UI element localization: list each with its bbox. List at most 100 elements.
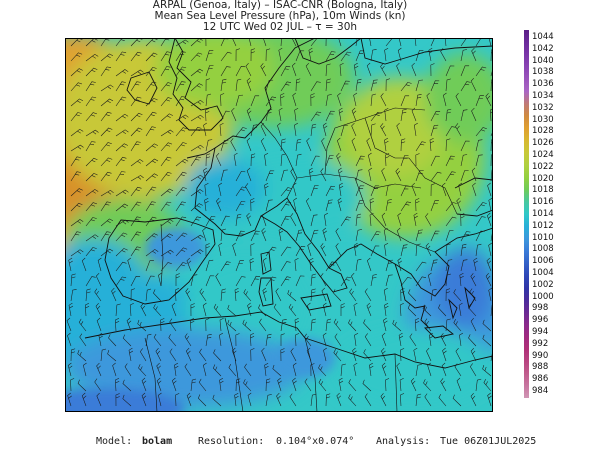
wind-barb <box>355 213 362 227</box>
wind-barb <box>199 288 207 302</box>
wind-barb <box>153 333 162 347</box>
wind-barb <box>460 154 468 167</box>
wind-barb <box>97 257 102 272</box>
wind-barb <box>145 186 157 197</box>
wind-barb <box>470 78 477 92</box>
wind-barb <box>250 95 260 107</box>
wind-barb <box>198 378 207 392</box>
wind-barb <box>398 332 404 347</box>
legend-level-label: 994 <box>532 327 549 337</box>
wind-barb <box>320 243 327 257</box>
wind-barb <box>175 158 189 167</box>
wind-barb <box>232 242 237 257</box>
wind-barb <box>130 276 141 287</box>
wind-barb <box>469 288 477 302</box>
wind-barb <box>288 303 297 317</box>
watermark: ARPAL <box>373 440 408 450</box>
wind-barb <box>156 377 162 392</box>
wind-barb <box>325 38 331 47</box>
wind-barb <box>444 38 449 47</box>
wind-barb <box>190 189 204 197</box>
wind-barb <box>230 138 237 152</box>
wind-barb <box>295 275 305 287</box>
wind-barb <box>278 227 284 242</box>
wind-barb <box>380 63 387 77</box>
wind-barb <box>262 257 267 272</box>
wind-barb <box>460 259 468 272</box>
legend-level-label: 996 <box>532 315 549 326</box>
wind-barb <box>153 289 162 302</box>
wind-barb <box>175 247 188 257</box>
wind-barb <box>246 77 252 92</box>
wind-barb <box>94 288 102 302</box>
wind-barb <box>400 276 412 287</box>
wind-barb <box>293 197 298 212</box>
wind-barb <box>218 182 223 197</box>
wind-barb <box>168 334 177 347</box>
wind-barb <box>145 66 157 77</box>
wind-barb <box>262 287 267 302</box>
wind-barb <box>115 189 129 197</box>
wind-barb <box>423 379 432 392</box>
map-footer: Model: bolam Resolution: 0.104°x0.074° A… <box>0 436 600 450</box>
wind-barb <box>353 92 358 107</box>
wind-barb <box>130 231 142 242</box>
wind-barb <box>259 318 267 332</box>
wind-barb <box>395 168 402 182</box>
wind-barb <box>265 378 271 392</box>
wind-barb <box>160 129 174 137</box>
wind-barb <box>400 95 410 107</box>
wind-barb <box>160 113 173 122</box>
wind-barb <box>485 273 492 287</box>
wind-barb <box>369 198 375 212</box>
wind-barb <box>370 111 382 122</box>
wind-barb <box>213 349 222 362</box>
wind-barb <box>366 62 372 77</box>
wind-barb <box>243 379 252 392</box>
wind-barb <box>366 137 372 152</box>
wind-barb <box>175 127 187 137</box>
wind-barb <box>265 199 273 212</box>
wind-barb <box>308 167 314 182</box>
wind-barb <box>438 393 447 407</box>
wind-barb <box>85 157 98 167</box>
analysis-label: Analysis: <box>376 436 431 447</box>
wind-barb <box>130 288 135 302</box>
legend-colorbar <box>524 30 529 398</box>
wind-barb <box>430 289 437 302</box>
pressure-field <box>65 38 493 412</box>
wind-barb <box>100 111 112 122</box>
wind-barb <box>468 334 477 347</box>
legend-level-label: 1012 <box>532 220 554 231</box>
wind-barb <box>85 247 97 257</box>
wind-barb <box>145 249 159 257</box>
wind-barb <box>385 199 392 212</box>
wind-barb <box>220 78 227 92</box>
wind-barb <box>115 232 128 242</box>
wind-barb <box>235 213 242 227</box>
wind-barb <box>355 155 365 167</box>
wind-barb <box>352 347 357 362</box>
wind-barb <box>190 216 202 227</box>
wind-barb <box>280 153 286 167</box>
wind-barb <box>235 333 240 347</box>
wind-barb <box>145 158 159 167</box>
wind-barb <box>218 242 223 257</box>
wind-barb <box>235 378 241 392</box>
wind-barb <box>190 126 202 137</box>
wind-barb <box>190 303 195 317</box>
wind-barb <box>335 243 342 257</box>
wind-barb <box>456 377 462 392</box>
wind-barb <box>70 98 84 107</box>
wind-barb <box>258 304 267 317</box>
wind-barb <box>95 303 102 317</box>
wind-barb <box>141 392 147 407</box>
wind-barb <box>205 78 210 92</box>
wind-barb <box>140 303 147 317</box>
wind-barb <box>235 127 247 137</box>
wind-barb <box>310 123 317 137</box>
wind-barb <box>460 81 471 92</box>
wind-barb <box>246 107 252 122</box>
wind-barb <box>265 79 274 92</box>
wind-barb <box>430 259 438 272</box>
